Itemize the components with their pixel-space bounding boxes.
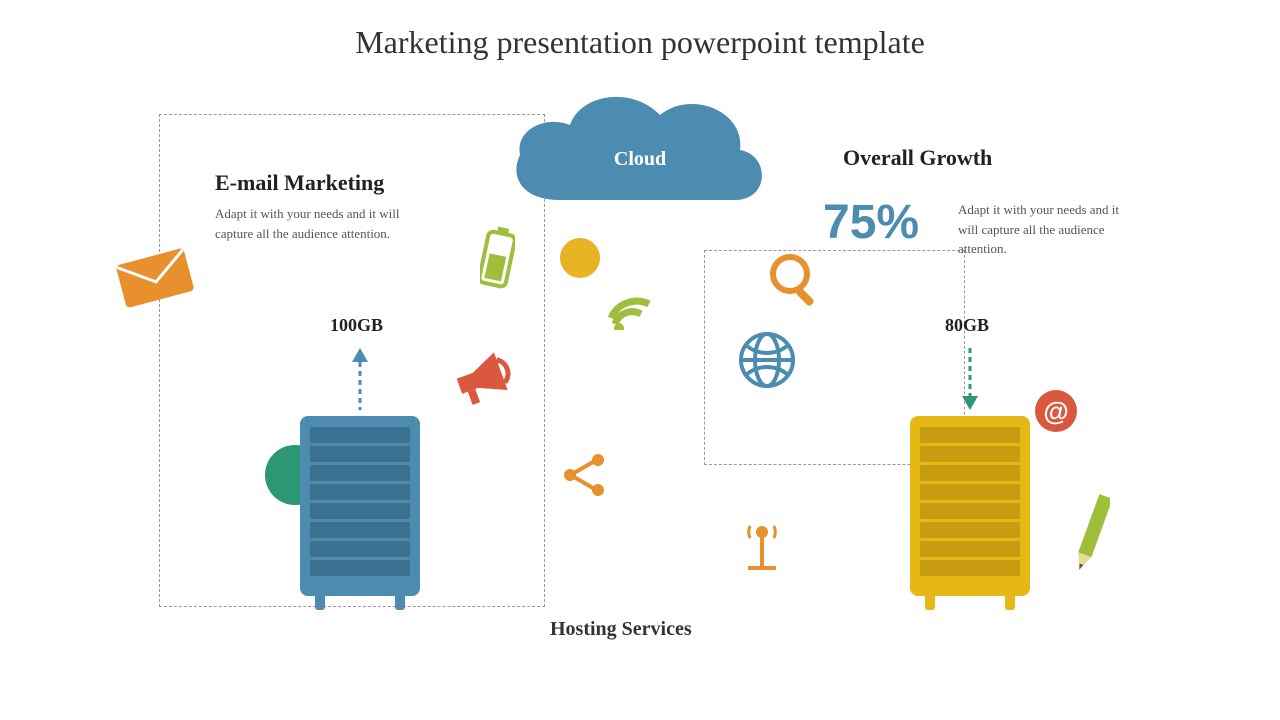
wifi-icon bbox=[605, 290, 655, 330]
server-left-icon bbox=[300, 416, 420, 596]
server-left-label: 100GB bbox=[330, 315, 383, 336]
svg-text:@: @ bbox=[1043, 396, 1068, 426]
arrow-up-icon bbox=[350, 348, 370, 410]
envelope-icon bbox=[115, 248, 195, 308]
cloud-label: Cloud bbox=[590, 148, 690, 171]
email-title: E-mail Marketing bbox=[215, 170, 384, 196]
magnifier-icon bbox=[768, 252, 823, 307]
dot-icon bbox=[560, 238, 600, 278]
growth-text: Adapt it with your needs and it will cap… bbox=[958, 200, 1133, 259]
growth-title: Overall Growth bbox=[843, 145, 992, 171]
arrow-down-icon bbox=[960, 348, 980, 410]
at-icon: @ bbox=[1035, 390, 1077, 432]
hosting-label: Hosting Services bbox=[550, 618, 692, 641]
share-icon bbox=[560, 450, 610, 500]
server-right-icon bbox=[910, 416, 1030, 596]
antenna-icon bbox=[740, 520, 785, 575]
battery-icon bbox=[480, 225, 515, 290]
server-right-label: 80GB bbox=[945, 315, 989, 336]
pencil-icon bbox=[1075, 490, 1110, 580]
slide-title: Marketing presentation powerpoint templa… bbox=[0, 24, 1280, 61]
globe-icon bbox=[737, 330, 797, 390]
email-text: Adapt it with your needs and it will cap… bbox=[215, 204, 435, 243]
growth-percentage: 75% bbox=[823, 195, 919, 250]
megaphone-icon bbox=[450, 348, 515, 408]
